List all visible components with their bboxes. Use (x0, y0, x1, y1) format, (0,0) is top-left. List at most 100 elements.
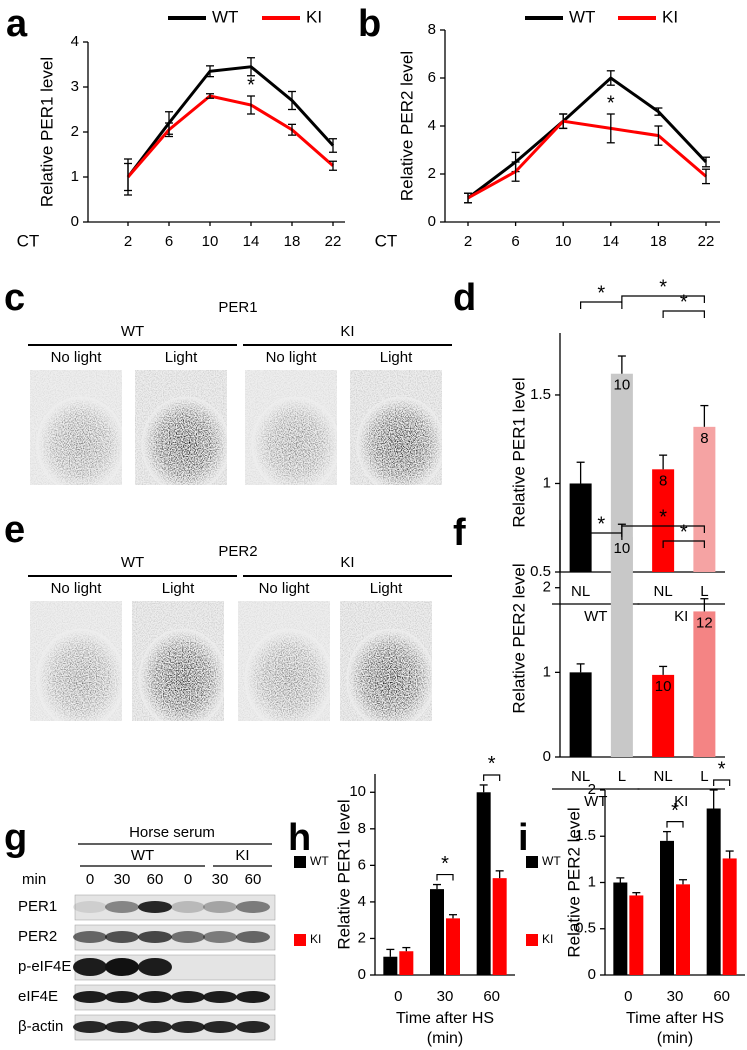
significance-bracket (666, 821, 684, 828)
y-tick-label: 8 (358, 820, 366, 837)
bar (706, 808, 721, 975)
error-bar (702, 156, 710, 168)
group-label: KI (674, 608, 688, 625)
y-tick-label: 8 (428, 21, 436, 38)
series-line (467, 76, 708, 200)
significance-mark: * (659, 276, 667, 298)
x-tick-label: L (700, 583, 708, 600)
blot-row-label: β-actin (18, 1018, 63, 1035)
significance-bracket (436, 873, 454, 881)
significance-mark: * (488, 753, 496, 775)
blot-band (203, 901, 237, 913)
legend-label: WT (569, 7, 595, 26)
x-tick-label: NL (571, 768, 590, 785)
panel-letter: d (453, 277, 476, 319)
micrograph-stain (30, 601, 122, 721)
error-bar (511, 161, 520, 182)
blot-band (236, 991, 270, 1003)
bar (613, 882, 628, 975)
error-bar (659, 665, 668, 675)
x-tick-label: 14 (602, 233, 619, 250)
x-tick-label: NL (654, 583, 673, 600)
blot-band (138, 931, 172, 943)
bar (383, 956, 398, 975)
micrograph-stain (245, 370, 337, 485)
group-label: KI (235, 847, 249, 864)
x-axis-label: Time after HS (396, 1010, 494, 1027)
error-bar (700, 404, 709, 427)
y-tick-label: 2 (588, 781, 596, 798)
time-label: 60 (245, 871, 262, 888)
y-axis-label: Relative PER2 level (509, 563, 528, 713)
series-line (467, 119, 707, 200)
x-tick-label: L (700, 768, 708, 785)
significance-mark: * (607, 92, 615, 114)
bar-n-label: 10 (572, 486, 589, 503)
bar-n-label: 8 (659, 472, 667, 489)
group-label: WT (584, 608, 607, 625)
condition-label: No light (51, 349, 103, 366)
group-label: WT (121, 323, 144, 340)
bar (629, 895, 644, 975)
micrograph-stain (340, 601, 432, 721)
error-bar (606, 70, 615, 86)
y-tick-label: 4 (71, 33, 79, 50)
significance-mark: * (597, 282, 605, 304)
significance-mark: * (671, 800, 679, 822)
group-label: KI (674, 793, 688, 810)
group-label: WT (121, 554, 144, 571)
micrograph-stain (135, 370, 227, 485)
legend-swatch (526, 934, 538, 946)
error-bar (247, 57, 255, 77)
micrograph-stain (350, 370, 442, 485)
x-tick-label: 6 (165, 233, 173, 250)
blot-band (138, 901, 172, 913)
time-label: 0 (86, 871, 94, 888)
panel-letter: e (4, 509, 25, 551)
panel-letter: a (6, 3, 28, 45)
error-bar (479, 784, 488, 793)
micrograph-stain (30, 370, 122, 485)
x-tick-label: 60 (713, 988, 730, 1005)
error-bar (559, 113, 568, 130)
blot-title: Horse serum (129, 824, 215, 841)
y-axis-label: Relative PER1 level (334, 799, 353, 949)
time-label: 30 (212, 871, 229, 888)
panel-title: PER2 (218, 543, 257, 560)
micrograph-stain (132, 601, 224, 721)
panel-title: PER1 (218, 299, 257, 316)
blot-band (105, 991, 139, 1003)
y-tick-label: 0 (543, 748, 551, 765)
significance-bracket (662, 540, 705, 548)
x-axis-label: CT (17, 231, 40, 250)
x-tick-label: 60 (483, 988, 500, 1005)
x-axis-label: CT (375, 231, 398, 250)
legend-label: WT (542, 854, 561, 868)
blot-band (171, 931, 205, 943)
bar-n-label: 10 (614, 540, 631, 557)
y-tick-label: 0 (358, 966, 366, 983)
bar (569, 672, 592, 757)
condition-label: No light (266, 349, 318, 366)
error-bar (495, 870, 504, 879)
x-tick-label: 22 (698, 233, 715, 250)
significance-mark: * (659, 506, 667, 528)
series-line (126, 94, 334, 178)
blot-band (138, 958, 172, 976)
y-axis-label: Relative PER1 level (509, 377, 528, 527)
y-axis-label: Relative PER2 level (397, 51, 416, 201)
condition-label: Light (380, 349, 413, 366)
time-label: min (22, 871, 46, 888)
error-bar (576, 663, 585, 673)
y-tick-label: 0 (428, 213, 436, 230)
blot-band (73, 1021, 107, 1033)
blot-band (138, 991, 172, 1003)
significance-mark: * (680, 521, 688, 543)
y-tick-label: 1 (588, 873, 596, 890)
bar (676, 884, 690, 975)
error-bar (165, 122, 173, 138)
significance-mark: * (441, 853, 449, 875)
micrograph-stain (238, 601, 330, 721)
condition-label: No light (51, 580, 103, 597)
x-tick-label: 6 (511, 233, 519, 250)
